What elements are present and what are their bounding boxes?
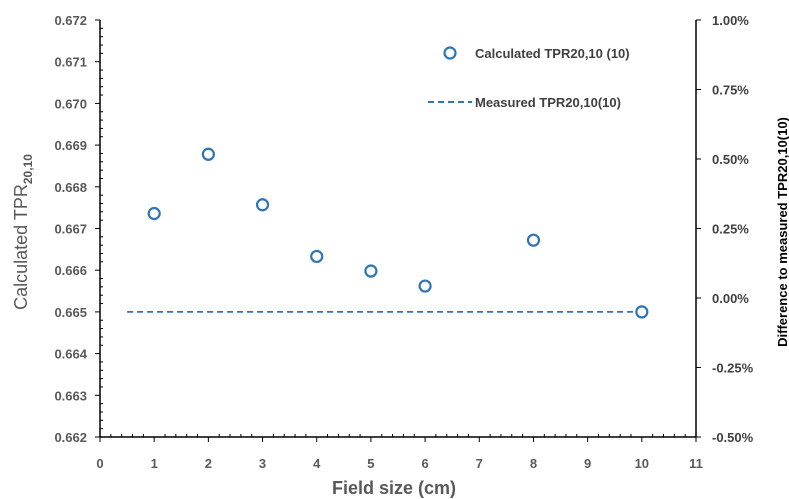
legend-item-calculated: Calculated TPR20,10 (10): [443, 46, 630, 61]
y-tick-label: 0.667: [54, 222, 87, 237]
legend: Calculated TPR20,10 (10) Measured TPR20,…: [428, 46, 630, 110]
y-tick-label: 0.663: [54, 388, 87, 403]
calculated-data-point: [201, 147, 215, 161]
x-tick-label: 6: [421, 456, 428, 471]
x-tick-label: 1: [151, 456, 158, 471]
calculated-data-point: [526, 233, 541, 247]
legend-item-measured: Measured TPR20,10(10): [428, 95, 621, 110]
calculated-data-point: [418, 279, 432, 293]
y2-tick-label: 0.00%: [712, 291, 749, 306]
y-tick-label: 0.664: [54, 347, 87, 362]
x-tick-label: 8: [530, 456, 537, 471]
y2-tick-label: 0.50%: [712, 152, 749, 167]
x-axis-title: Field size (cm): [332, 478, 456, 498]
y-tick-label: 0.665: [54, 305, 87, 320]
y-tick-label: 0.669: [54, 138, 87, 153]
x-tick-label: 2: [205, 456, 212, 471]
calculated-data-point: [255, 198, 270, 212]
calculated-data-point: [364, 264, 378, 278]
x-tick-label: 11: [689, 456, 703, 471]
x-tick-label: 9: [584, 456, 591, 471]
y-tick-label: 0.672: [54, 13, 87, 28]
y-tick-label: 0.666: [54, 263, 87, 278]
x-tick-label: 0: [96, 456, 103, 471]
legend-label-calculated: Calculated TPR20,10 (10): [475, 46, 630, 61]
y2-tick-label: 0.25%: [712, 222, 749, 237]
y-tick-label: 0.670: [54, 96, 87, 111]
legend-label-measured: Measured TPR20,10(10): [475, 95, 621, 110]
y-axis-title-main: Calculated TPR: [11, 184, 31, 310]
x-tick-label: 4: [313, 456, 321, 471]
y-axis-title-subscript: 20,10: [21, 154, 35, 184]
plot-area: 0.662 0.663 0.664 0.665 0.666 0.667 0.668 0.669…: [54, 13, 753, 471]
legend-marker-calculated: [443, 46, 457, 60]
calculated-data-point: [310, 249, 324, 264]
calculated-data-point: [147, 206, 161, 221]
y2-tick-label: -0.25%: [712, 361, 754, 376]
y-tick-label: 0.668: [54, 180, 87, 195]
y2-tick-label: -0.50%: [712, 430, 754, 445]
secondary-y-axis-title: Difference to measured TPR20,10(10): [775, 117, 789, 347]
calculated-data-point: [635, 305, 649, 319]
x-tick-label: 5: [367, 456, 374, 471]
y-tick-label: 0.662: [54, 430, 87, 445]
x-tick-label: 7: [476, 456, 483, 471]
y-tick-label: 0.671: [54, 55, 87, 70]
y2-tick-label: 1.00%: [712, 13, 749, 28]
y-axis-title: Calculated TPR20,10: [11, 154, 35, 310]
y2-tick-label: 0.75%: [712, 83, 749, 98]
x-tick-label: 10: [635, 456, 649, 471]
x-tick-label: 3: [259, 456, 266, 471]
